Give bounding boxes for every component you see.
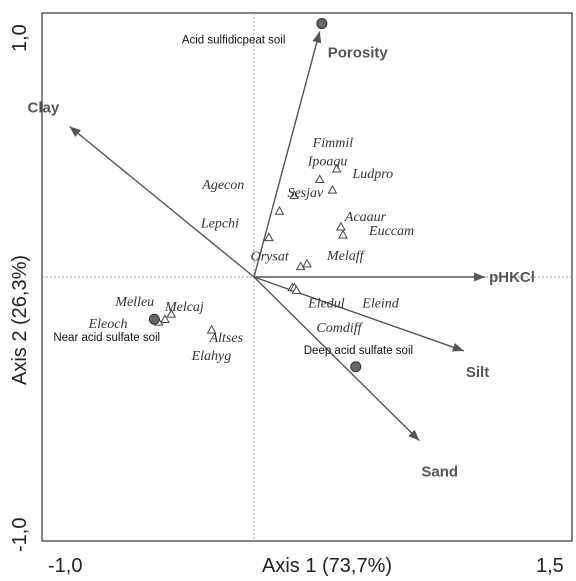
vector-line-porosity xyxy=(253,31,321,278)
species-marker-orysat xyxy=(295,261,306,271)
environmental-vectors xyxy=(69,31,486,442)
vector-arrowhead-sand xyxy=(408,429,420,441)
species-marker-sesjav xyxy=(274,205,285,215)
site-label-1: Acid sulfidicpeat soil xyxy=(182,35,286,47)
x-tick-max: 1,5 xyxy=(536,555,564,577)
species-marker-lepchi xyxy=(263,232,274,242)
vector-arrowhead-porosity xyxy=(312,31,322,44)
species-marker-ipoaqu xyxy=(314,174,325,184)
species-marker-ludpro xyxy=(327,184,338,194)
species-label-acaaur: Acaaur xyxy=(344,210,387,225)
species-marker-comdiff xyxy=(291,285,302,294)
species-marker-euccam xyxy=(338,229,348,239)
site-label-3: Deep acid sulfate soil xyxy=(304,345,413,357)
vector-label-phkcl: pHKCl xyxy=(489,269,535,286)
y-tick-max: 1,0 xyxy=(9,24,31,52)
species-label-orysat: Orysat xyxy=(251,249,290,264)
y-axis-title: Axis 2 (26,3%) xyxy=(9,255,31,385)
species-marker-altses xyxy=(206,324,217,334)
species-label-eleoch: Eleoch xyxy=(88,317,128,332)
species-marker-acaaur xyxy=(336,221,346,231)
species-marker-fimmil xyxy=(331,163,342,173)
site-marker-2 xyxy=(148,313,160,325)
species-label-altses: Altses xyxy=(209,331,244,346)
species-label-eleind: Eleind xyxy=(361,297,400,312)
vector-label-clay: Clay xyxy=(28,100,60,117)
x-tick-min: -1,0 xyxy=(48,555,82,577)
species-label-eledul: Eledul xyxy=(307,297,345,312)
vector-arrowhead-clay xyxy=(69,126,81,137)
vector-label-sand: Sand xyxy=(421,464,458,481)
vector-label-silt: Silt xyxy=(466,364,489,381)
species-label-sesjav: Sesjav xyxy=(287,186,324,201)
species-marker-agecon xyxy=(289,190,300,199)
vector-line-sand xyxy=(253,276,420,442)
species-label-ipoaqu: Ipoaqu xyxy=(307,154,348,169)
labels: Porosity Clay pHKCl Silt Sand Fimmil IpoaquLud… xyxy=(28,35,535,481)
species-label-melleu: Melleu xyxy=(114,295,154,310)
species-points xyxy=(153,163,348,334)
species-label-comdiff: Comdiff xyxy=(316,321,363,336)
species-marker-melcaj xyxy=(160,314,170,323)
species-label-ludpro: Ludpro xyxy=(351,167,393,182)
site-marker-1 xyxy=(316,18,328,30)
vector-arrowhead-silt xyxy=(452,343,464,352)
species-label-fimmil: Fimmil xyxy=(312,136,354,151)
species-label-agecon: Agecon xyxy=(201,178,244,193)
site-points xyxy=(148,18,362,373)
vector-line-silt xyxy=(253,276,465,352)
vector-arrowhead-phkcl xyxy=(474,272,486,282)
vector-line-clay xyxy=(69,125,255,278)
species-marker-melleu xyxy=(166,308,177,318)
x-axis-title: Axis 1 (73,7%) xyxy=(262,555,392,577)
species-label-euccam: Euccam xyxy=(368,224,414,239)
site-label-2: Near acid sulfate soil xyxy=(53,332,160,344)
site-marker-3 xyxy=(350,361,362,373)
species-label-lepchi: Lepchi xyxy=(200,216,239,231)
y-tick-min: -1,0 xyxy=(9,518,31,552)
species-marker-melaff xyxy=(302,258,312,268)
species-label-melcaj: Melcaj xyxy=(164,300,204,315)
species-label-elahyg: Elahyg xyxy=(191,349,232,364)
vector-label-porosity: Porosity xyxy=(328,44,389,61)
species-label-melaff: Melaff xyxy=(326,249,366,264)
